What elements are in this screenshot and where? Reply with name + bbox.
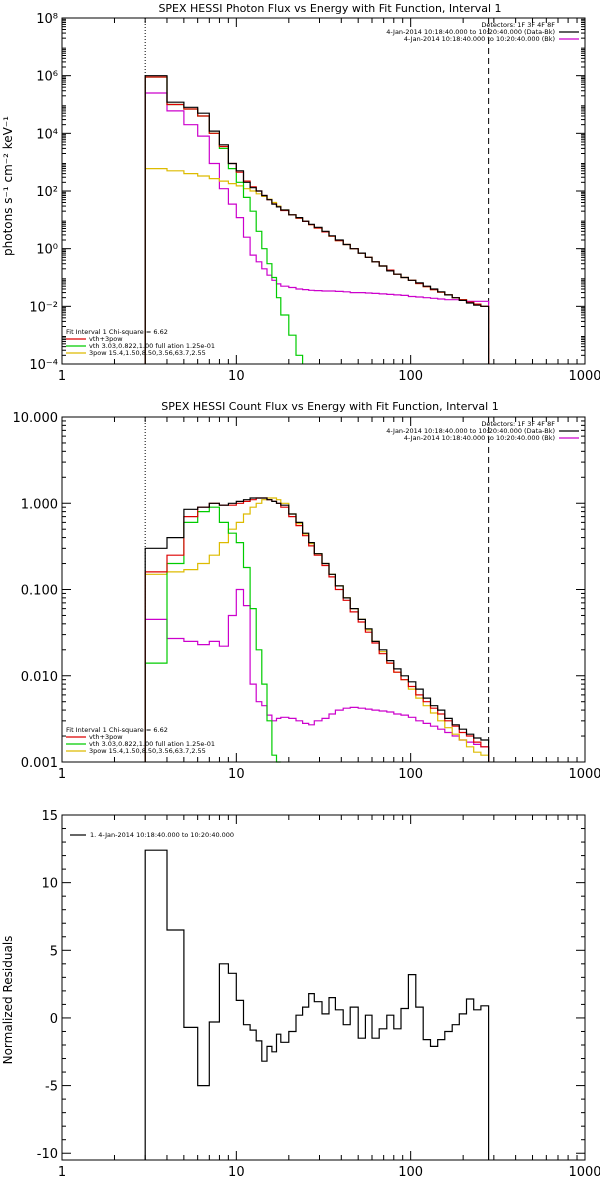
series-line [144, 588, 490, 762]
y-tick-label: 10⁸ [36, 12, 58, 27]
y-tick-label: 1.000 [21, 497, 58, 512]
y-tick-label: -5 [45, 1080, 58, 1095]
x-tick-label: 100 [398, 369, 423, 384]
x-tick-label: 1000 [568, 369, 600, 384]
chart-title: SPEX HESSI Count Flux vs Energy with Fit… [161, 400, 498, 413]
y-tick-label: 10.000 [13, 411, 59, 426]
x-tick-label: 10 [228, 369, 245, 384]
series-line [144, 497, 490, 762]
y-tick-label: 10⁴ [36, 127, 58, 142]
x-tick-label: 1 [58, 1165, 66, 1180]
y-tick-label: -10 [37, 1147, 58, 1162]
x-tick-label: 1000 [568, 1165, 600, 1180]
series-line [144, 76, 304, 364]
series-line [144, 76, 490, 364]
series-line [144, 168, 490, 364]
y-axis-label: Normalized Residuals [1, 936, 15, 1065]
plot-area: 1 10 100 1000 0.001 0.010 0.100 1.000 10.000 Dete… [13, 411, 600, 782]
x-tick-label: 1 [58, 369, 66, 384]
photon-flux-chart: SPEX HESSI Photon Flux vs Energy with Fi… [1, 2, 600, 384]
series-line [144, 849, 490, 1160]
y-tick-label: 10⁶ [36, 70, 58, 85]
y-tick-label: 10 [41, 877, 58, 892]
legend-text: 1. 4-Jan-2014 10:18:40.000 to 10:20:40.0… [90, 831, 234, 839]
series-line [144, 497, 490, 762]
chart-title: SPEX HESSI Photon Flux vs Energy with Fi… [158, 2, 501, 15]
series-line [144, 497, 490, 762]
legend-text: vth 3.03,0.822,1.00 full ation 1.25e-01 [89, 342, 215, 350]
x-tick-label: 10 [228, 767, 245, 782]
legend-text: vth+3pow [89, 733, 123, 741]
legend-text: vth+3pow [89, 335, 123, 343]
plot-area: 1 10 100 1000 10⁻⁴ 10⁻² 10⁰ 10² 10⁴ 10⁶ 10⁸ Detecto… [29, 12, 600, 384]
series-line [144, 75, 490, 364]
legend-text: Fit Interval 1 Chi-square = 6.62 [66, 726, 168, 734]
plot-area: 1 10 100 1000 -10 -5 0 5 10 15 1. 4-Jan-2014 10:18… [37, 809, 600, 1180]
y-tick-label: 5 [50, 944, 58, 959]
legend-text: 3pow 15.4,1.50,8.50,3.56,63.7,2.55 [89, 349, 206, 357]
legend-text: 4-Jan-2014 10:18:40.000 to 10:20:40.000 … [404, 35, 555, 43]
plot-frame [61, 416, 586, 763]
plot-frame [61, 814, 586, 1161]
x-tick-label: 10 [228, 1165, 245, 1180]
legend-text: 4-Jan-2014 10:18:40.000 to 10:20:40.000 … [386, 28, 555, 36]
legend-text: Detectors: 1F 3F 4F 8F [481, 420, 555, 428]
legend-text: 4-Jan-2014 10:18:40.000 to 10:20:40.000 … [404, 434, 555, 442]
y-tick-label: 0.010 [21, 670, 58, 685]
legend-text: Fit Interval 1 Chi-square = 6.62 [66, 328, 168, 336]
legend-text: 3pow 15.4,1.50,8.50,3.56,63.7,2.55 [89, 747, 206, 755]
y-axis-label: photons s⁻¹ cm⁻² keV⁻¹ [1, 116, 15, 256]
y-tick-label: 10⁻² [29, 300, 58, 315]
x-tick-label: 1000 [568, 767, 600, 782]
x-tick-label: 100 [398, 767, 423, 782]
residuals-chart: Normalized Residuals 1 10 100 1000 -10 -5 0 5 10… [1, 809, 600, 1180]
legend-text: Detectors: 1F 3F 4F 8F [481, 21, 555, 29]
legend-text: vth 3.03,0.822,1.00 full ation 1.25e-01 [89, 740, 215, 748]
y-tick-label: 10² [36, 185, 58, 200]
y-tick-label: 0.100 [21, 584, 58, 599]
series-line [144, 92, 490, 364]
legend-text: 4-Jan-2014 10:18:40.000 to 10:20:40.000 … [386, 427, 555, 435]
y-tick-label: 10⁰ [36, 243, 58, 258]
y-tick-label: 0.001 [21, 756, 58, 771]
y-tick-label: 10⁻⁴ [29, 358, 58, 373]
x-tick-label: 100 [398, 1165, 423, 1180]
count-flux-chart: SPEX HESSI Count Flux vs Energy with Fit… [13, 400, 600, 782]
plot-frame [61, 17, 586, 365]
series-line [144, 506, 281, 763]
x-tick-label: 1 [58, 767, 66, 782]
y-tick-label: 0 [50, 1012, 58, 1027]
y-tick-label: 15 [41, 809, 58, 824]
